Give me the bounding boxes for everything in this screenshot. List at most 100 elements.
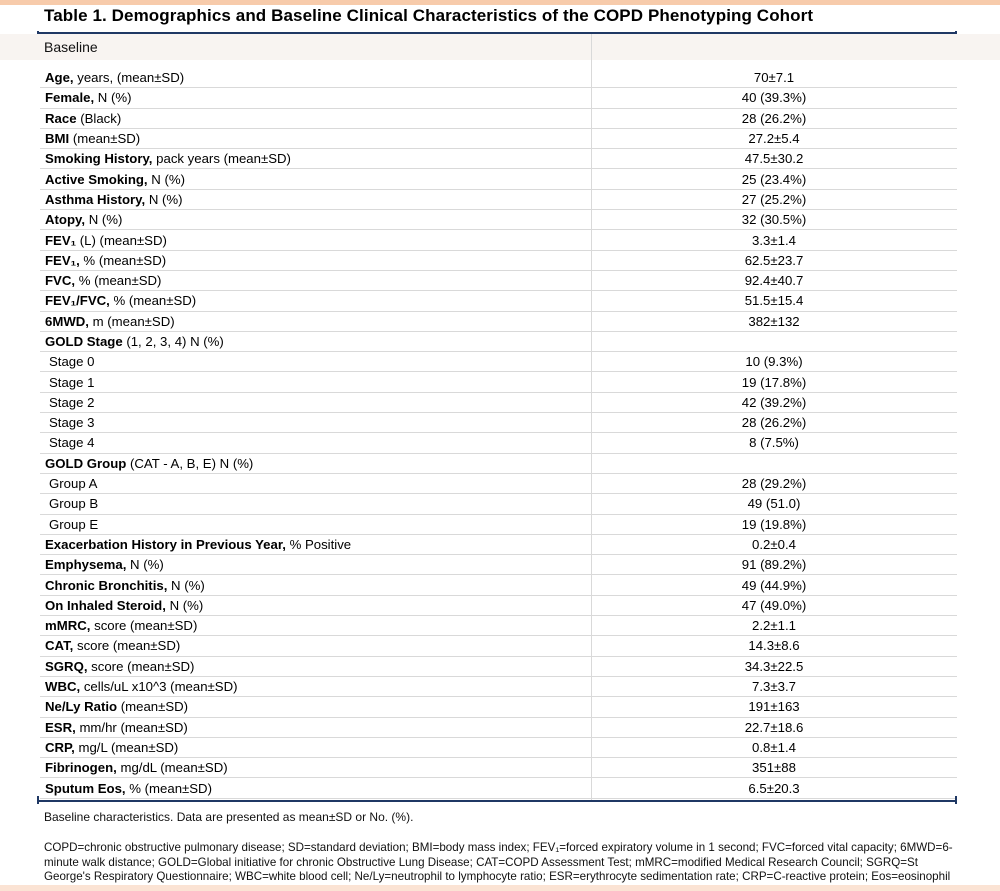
row-value: 28 (26.2%): [741, 110, 807, 126]
table-row: Chronic Bronchitis, N (%) 49 (44.9%): [40, 575, 957, 596]
table-row: ESR, mm/hr (mean±SD) 22.7±18.6: [40, 718, 957, 738]
row-label: Atopy, N (%): [45, 212, 123, 228]
row-label: CAT, score (mean±SD): [45, 638, 181, 654]
table-row: CRP, mg/L (mean±SD) 0.8±1.4: [40, 738, 957, 759]
row-label: Active Smoking, N (%): [45, 171, 185, 187]
row-value: 49 (44.9%): [741, 577, 807, 593]
row-label: Sputum Eos, % (mean±SD): [45, 780, 212, 796]
row-label: BMI (mean±SD): [45, 131, 141, 147]
table-header-label: Baseline: [44, 39, 98, 55]
table-header-row: Baseline: [0, 34, 1000, 60]
table-row: GOLD Stage (1, 2, 3, 4) N (%): [40, 332, 957, 353]
table-row: Female, N (%) 40 (39.3%): [40, 88, 957, 109]
row-label: Fibrinogen, mg/dL (mean±SD): [45, 760, 228, 776]
row-label: Ne/Ly Ratio (mean±SD): [45, 699, 189, 715]
abbreviations-note: COPD=chronic obstructive pulmonary disea…: [44, 841, 953, 884]
table-row: Stage 4 8 (7.5%): [40, 433, 957, 454]
row-label: Age, years, (mean±SD): [45, 70, 185, 86]
table-row: FVC, % (mean±SD) 92.4±40.7: [40, 271, 957, 292]
table-row: Fibrinogen, mg/dL (mean±SD) 351±88: [40, 758, 957, 779]
row-label: FEV₁/FVC, % (mean±SD): [45, 293, 197, 309]
table-row: 6MWD, m (mean±SD) 382±132: [40, 312, 957, 332]
row-label: Smoking History, pack years (mean±SD): [45, 151, 291, 167]
bottom-accent-bar: [0, 885, 1000, 891]
top-accent-bar: [0, 0, 1000, 5]
table-row: Stage 0 10 (9.3%): [40, 352, 957, 373]
row-value: 0.2±0.4: [752, 536, 796, 552]
row-label: FEV₁, % (mean±SD): [45, 252, 167, 268]
row-value: 19 (19.8%): [741, 516, 807, 532]
row-label: FEV₁ (L) (mean±SD): [45, 232, 167, 248]
row-label: Group E: [49, 516, 99, 532]
row-value: 191±163: [748, 699, 800, 715]
row-label: Chronic Bronchitis, N (%): [45, 577, 205, 593]
table-row: Exacerbation History in Previous Year, %…: [40, 535, 957, 556]
column-divider: [591, 34, 592, 800]
table-row: GOLD Group (CAT - A, B, E) N (%): [40, 454, 957, 474]
row-label: Group A: [49, 476, 98, 492]
table-row: Emphysema, N (%) 91 (89.2%): [40, 555, 957, 576]
row-value: 19 (17.8%): [741, 374, 807, 390]
table-row: On Inhaled Steroid, N (%) 47 (49.0%): [40, 596, 957, 617]
table-body: Age, years, (mean±SD) 70±7.1 Female, N (%)…: [40, 68, 957, 799]
row-value: 32 (30.5%): [741, 212, 807, 228]
row-label: Stage 2: [49, 394, 95, 410]
row-label: 6MWD, m (mean±SD): [45, 313, 175, 329]
table-row: Stage 3 28 (26.2%): [40, 413, 957, 434]
table-row: FEV₁ (L) (mean±SD) 3.3±1.4: [40, 230, 957, 251]
row-label: WBC, cells/uL x10^3 (mean±SD): [45, 679, 238, 695]
row-value: 47.5±30.2: [744, 151, 804, 167]
row-label: Stage 3: [49, 415, 95, 431]
row-label: Stage 0: [49, 354, 95, 370]
row-value: 14.3±8.6: [748, 638, 800, 654]
row-label: SGRQ, score (mean±SD): [45, 658, 195, 674]
row-value: 22.7±18.6: [744, 719, 804, 735]
table-row: Ne/Ly Ratio (mean±SD) 191±163: [40, 697, 957, 718]
row-label: On Inhaled Steroid, N (%): [45, 597, 204, 613]
row-value: 62.5±23.7: [744, 252, 804, 268]
table-row: Group B 49 (51.0): [40, 494, 957, 515]
row-value: 51.5±15.4: [744, 293, 804, 309]
table-row: Smoking History, pack years (mean±SD) 47.…: [40, 149, 957, 170]
table-row: SGRQ, score (mean±SD) 34.3±22.5: [40, 657, 957, 677]
table-row: Group A 28 (29.2%): [40, 474, 957, 495]
table-bottom-rule: [37, 796, 957, 804]
row-value: 27 (25.2%): [741, 191, 807, 207]
row-label: Emphysema, N (%): [45, 557, 164, 573]
row-value: 25 (23.4%): [741, 171, 807, 187]
row-value: 3.3±1.4: [752, 232, 796, 248]
row-value: 382±132: [748, 313, 800, 329]
table-title: Table 1. Demographics and Baseline Clini…: [44, 6, 814, 25]
table-row: CAT, score (mean±SD) 14.3±8.6: [40, 636, 957, 657]
row-value: 47 (49.0%): [741, 597, 807, 613]
row-value: 28 (29.2%): [741, 476, 807, 492]
row-value: 70±7.1: [753, 70, 795, 86]
table-row: Active Smoking, N (%) 25 (23.4%): [40, 169, 957, 190]
row-label: GOLD Stage (1, 2, 3, 4) N (%): [45, 334, 224, 349]
table-row: FEV₁/FVC, % (mean±SD) 51.5±15.4: [40, 291, 957, 312]
row-value: 351±88: [752, 760, 796, 776]
row-value: 10 (9.3%): [745, 354, 803, 370]
row-value: 2.2±1.1: [752, 618, 796, 634]
row-label: FVC, % (mean±SD): [45, 273, 162, 289]
table-row: Stage 1 19 (17.8%): [40, 372, 957, 393]
row-value: 40 (39.3%): [741, 90, 807, 106]
row-label: Asthma History, N (%): [45, 191, 183, 207]
table-row: Age, years, (mean±SD) 70±7.1: [40, 68, 957, 89]
row-label: Stage 4: [49, 435, 95, 451]
row-value: 92.4±40.7: [744, 273, 804, 289]
table-row: FEV₁, % (mean±SD) 62.5±23.7: [40, 251, 957, 271]
row-value: 0.8±1.4: [752, 739, 796, 755]
row-label: ESR, mm/hr (mean±SD): [45, 719, 188, 735]
table-row: Atopy, N (%) 32 (30.5%): [40, 210, 957, 231]
row-label: GOLD Group (CAT - A, B, E) N (%): [45, 455, 254, 471]
row-value: 7.3±3.7: [752, 679, 796, 695]
row-value: 27.2±5.4: [748, 131, 800, 147]
row-value: 91 (89.2%): [741, 557, 807, 573]
table-row: Race (Black) 28 (26.2%): [40, 109, 957, 129]
row-label: Female, N (%): [45, 90, 132, 106]
table-row: Stage 2 42 (39.2%): [40, 393, 957, 414]
table-row: mMRC, score (mean±SD) 2.2±1.1: [40, 616, 957, 637]
table-row: BMI (mean±SD) 27.2±5.4: [40, 129, 957, 150]
